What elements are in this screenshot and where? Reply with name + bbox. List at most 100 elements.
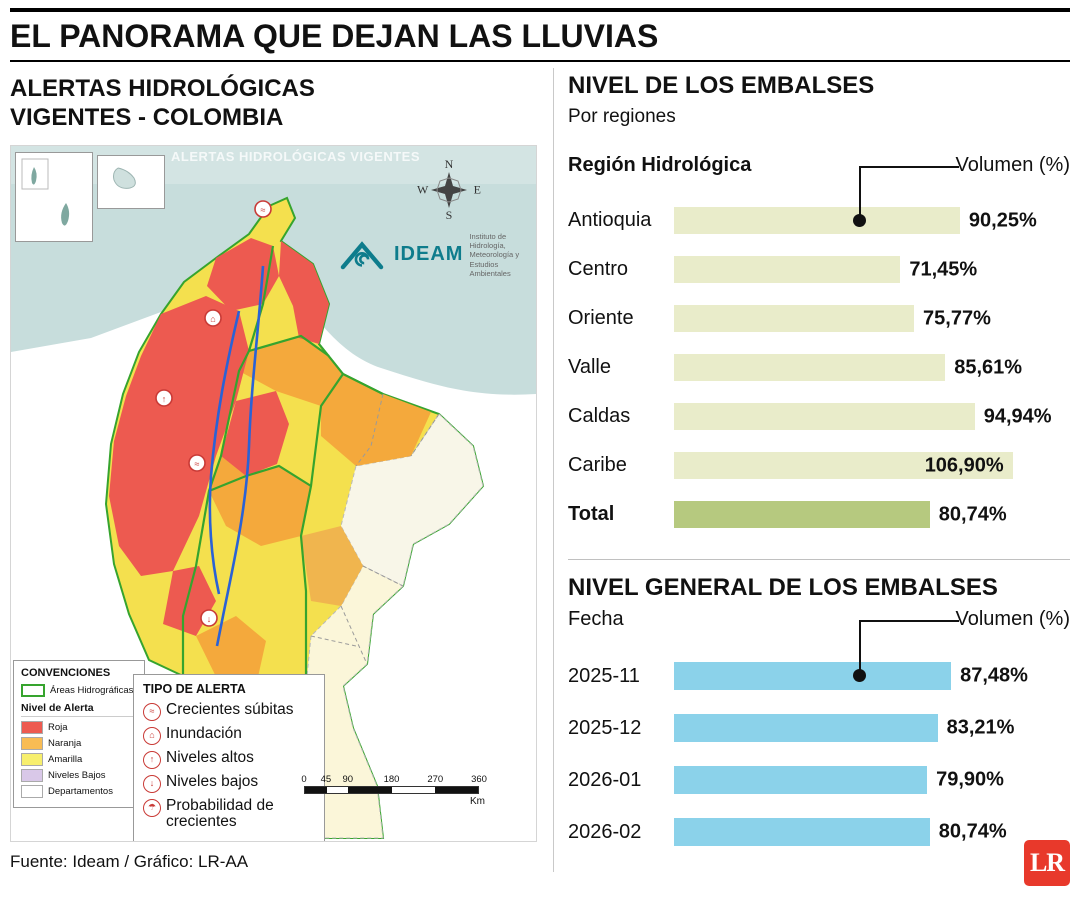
bar-row-valle: Valle 85,61% [568, 343, 1070, 392]
bar-centro [674, 256, 901, 283]
bar-category-label: Antioquia [568, 209, 652, 231]
ideam-icon [340, 241, 384, 270]
compass-star-icon [431, 171, 467, 208]
bar-value-label: 85,61% [954, 356, 1023, 378]
bar-track: 90,25% [674, 196, 1070, 245]
bar-category-label: Caribe [568, 454, 627, 476]
bar-track: 106,90% [674, 441, 1070, 490]
bar-row-2026-02: 2026-02 80,74% [568, 806, 1070, 858]
bar-track: 83,21% [674, 702, 1070, 754]
general-bars: 2025-11 87,48% 2025-12 83,21% 2026-01 79,90% 2… [568, 650, 1070, 858]
bar-valle [674, 354, 946, 381]
bar-row-centro: Centro 71,45% [568, 245, 1070, 294]
bar-total [674, 501, 930, 528]
bar-2026-02 [674, 818, 930, 846]
callout-line-v [859, 166, 861, 220]
niveles-altos-label: Niveles altos [166, 748, 254, 766]
general-chart: Fecha Volumen (%) 2025-11 87,48% 2025-12 83… [568, 608, 1070, 858]
bar-oriente [674, 305, 915, 332]
niveles-bajos-swatch [21, 768, 43, 782]
regiones-chart-title: NIVEL DE LOS EMBALSES [568, 72, 875, 99]
niveles-altos-icon: ↑ [143, 750, 161, 769]
bar-category-label: 2025-12 [568, 716, 642, 739]
bar-row-caribe: Caribe 106,90% [568, 441, 1070, 490]
regiones-chart: Región Hidrológica Volumen (%) Antioquia… [568, 154, 1070, 539]
bar-value-label: 106,90% [924, 454, 1004, 476]
colombia-alert-map: ≈ ⌂ ↑ ≈ ↓ ALERTAS HIDROLÓGICAS VIGENTES … [10, 144, 537, 842]
alert-marker: ≈ [254, 199, 272, 218]
bar-value-label: 79,90% [936, 768, 1004, 791]
callout-dot [853, 214, 866, 227]
bar-category-label: Centro [568, 258, 629, 280]
callout-line-h [859, 620, 959, 622]
section-divider [568, 559, 1070, 560]
svg-text:↑: ↑ [162, 394, 167, 404]
bar-track: 85,61% [674, 343, 1070, 392]
bar-track: 75,77% [674, 294, 1070, 343]
legend-convenciones: CONVENCIONES Áreas Hidrográficas Nivel d… [13, 659, 145, 808]
scalebar-bar [304, 785, 479, 794]
regiones-bars: Antioquia 90,25% Centro 71,45% Oriente 75,77%… [568, 196, 1070, 539]
regiones-axis-label: Región Hidrológica [568, 154, 752, 176]
bar-value-label: 80,74% [938, 503, 1007, 525]
departamentos-label: Departamentos [48, 785, 113, 797]
scalebar-unit: Km [470, 795, 485, 807]
crecientes-subitas-icon: ≈ [143, 702, 161, 721]
bar-value-label: 94,94% [983, 405, 1052, 427]
bar-value-label: 83,21% [946, 716, 1015, 739]
bar-caldas [674, 403, 975, 430]
general-chart-title: NIVEL GENERAL DE LOS EMBALSES [568, 574, 998, 601]
probabilidad-crecientes-icon: ☂ [143, 798, 161, 817]
regiones-chart-header: Región Hidrológica Volumen (%) [568, 154, 1070, 196]
legend-title: CONVENCIONES [21, 666, 111, 679]
source-credit: Fuente: Ideam / Gráfico: LR-AA [10, 851, 249, 871]
compass-rose: N W E S [417, 156, 481, 222]
bar-2025-12 [674, 714, 938, 742]
bar-row-antioquia: Antioquia 90,25% [568, 196, 1070, 245]
bar-track: 71,45% [674, 245, 1070, 294]
alert-marker: ↓ [200, 608, 218, 627]
svg-text:≈: ≈ [261, 205, 266, 215]
lr-logo: LR [1024, 840, 1070, 886]
ideam-description: Instituto de Hidrología, Meteorología y … [469, 231, 520, 279]
niveles-bajos-label: Niveles bajos [166, 772, 259, 790]
ideam-logo: IDEAM Instituto de Hidrología, Meteorolo… [336, 232, 534, 279]
top-rule [10, 8, 1070, 12]
map-watermark: ALERTAS HIDROLÓGICAS VIGENTES [171, 148, 420, 164]
callout-dot [853, 669, 866, 682]
areas-hidrograficas-label: Áreas Hidrográficas [50, 684, 134, 696]
map-inset-islands-2 [97, 154, 165, 209]
bar-track: 80,74% [674, 490, 1070, 539]
infographic-page: EL PANORAMA QUE DEJAN LAS LLUVIAS ALERTA… [0, 8, 1080, 908]
general-chart-header: Fecha Volumen (%) [568, 608, 1070, 650]
regiones-chart-subtitle: Por regiones [568, 106, 676, 127]
roja-label: Roja [48, 721, 68, 733]
svg-text:≈: ≈ [195, 459, 200, 469]
bar-track: 87,48% [674, 650, 1070, 702]
svg-text:⌂: ⌂ [210, 314, 215, 324]
bar-category-label: 2026-01 [568, 768, 642, 791]
bar-2026-01 [674, 766, 928, 794]
content: ALERTAS HIDROLÓGICAS VIGENTES - COLOMBIA [0, 62, 1080, 872]
bar-track: 94,94% [674, 392, 1070, 441]
bar-category-label: Oriente [568, 307, 634, 329]
bar-2025-11 [674, 662, 952, 690]
alert-marker: ↑ [155, 388, 173, 407]
amarilla-swatch [21, 752, 43, 766]
probabilidad-crecientes-label: Probabilidad de crecientes [166, 796, 274, 830]
naranja-label: Naranja [48, 737, 82, 749]
embalses-general-section: NIVEL GENERAL DE LOS EMBALSES Fecha Volu… [568, 574, 1070, 858]
general-volume-label: Volumen (%) [955, 608, 1071, 630]
bar-category-label: Caldas [568, 405, 631, 427]
callout-line-h [859, 166, 959, 168]
bar-row-2026-01: 2026-01 79,90% [568, 754, 1070, 806]
map-heading-line1: ALERTAS HIDROLÓGICAS [10, 75, 315, 102]
compass-s: S [445, 207, 453, 222]
crecientes-subitas-label: Crecientes súbitas [166, 700, 294, 718]
map-inset-islands [15, 151, 93, 242]
column-divider [553, 68, 554, 872]
roja-swatch [21, 720, 43, 734]
tipo-alerta-title: TIPO DE ALERTA [143, 681, 246, 696]
compass-n: N [444, 156, 454, 171]
svg-text:↓: ↓ [207, 614, 212, 624]
